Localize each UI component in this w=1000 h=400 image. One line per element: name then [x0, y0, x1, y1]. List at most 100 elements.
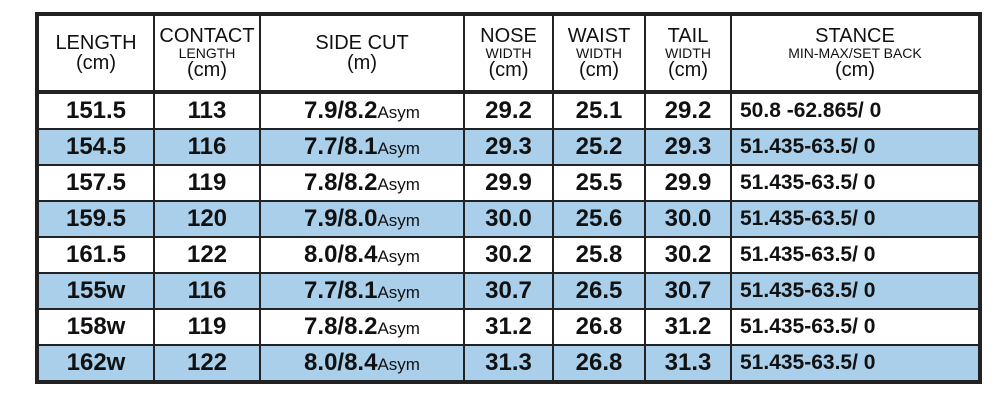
cell: 113	[153, 90, 261, 130]
cell: 29.3	[463, 128, 554, 166]
header-cell: TAIL WIDTH (cm)	[644, 13, 732, 93]
table-row: 161.5 122 8.0/8.4Asym 30.2 25.8 30.2 51.435-63…	[36, 236, 981, 274]
cell-value: 7.8/8.2	[304, 313, 378, 340]
cell: 119	[153, 164, 261, 202]
header-line: CONTACT	[159, 25, 255, 47]
cell: 162w	[36, 344, 155, 383]
header-row: LENGTH (cm) CONTACT LENGTH (cm) SIDE CUT (m) NO…	[36, 13, 981, 93]
table-row: 159.5 120 7.9/8.0Asym 30.0 25.6 30.0 51.435-63…	[36, 200, 981, 238]
cell: 51.435-63.5/ 0	[730, 128, 981, 166]
cell-suffix: Asym	[377, 283, 420, 302]
header-line: (m)	[347, 52, 377, 74]
cell: 25.8	[552, 236, 646, 274]
table-row: 157.5 119 7.8/8.2Asym 29.9 25.5 29.9 51.435-63…	[36, 164, 981, 202]
header-line: (cm)	[488, 59, 529, 81]
header-cell: LENGTH (cm)	[36, 13, 155, 93]
cell: 31.3	[644, 344, 732, 383]
header-cell: SIDE CUT (m)	[259, 13, 465, 93]
table-row: 151.5 113 7.9/8.2Asym 29.2 25.1 29.2 50.8 -62.…	[36, 90, 981, 130]
cell: 30.7	[463, 272, 554, 310]
cell-suffix: Asym	[377, 211, 420, 230]
cell: 26.5	[552, 272, 646, 310]
cell: 26.8	[552, 308, 646, 346]
header-cell: CONTACT LENGTH (cm)	[153, 13, 261, 93]
cell: 151.5	[36, 90, 155, 130]
header-line: WIDTH	[665, 45, 711, 61]
cell: 29.9	[644, 164, 732, 202]
cell: 116	[153, 128, 261, 166]
spec-table: LENGTH (cm) CONTACT LENGTH (cm) SIDE CUT (m) NO…	[35, 12, 982, 384]
cell-value: 7.9/8.0	[304, 205, 378, 232]
cell: 122	[153, 236, 261, 274]
cell-suffix: Asym	[377, 319, 420, 338]
cell: 51.435-63.5/ 0	[730, 200, 981, 238]
cell: 159.5	[36, 200, 155, 238]
cell: 7.9/8.2Asym	[259, 90, 465, 130]
header-line: LENGTH	[55, 32, 137, 54]
cell: 7.8/8.2Asym	[259, 164, 465, 202]
cell-suffix: Asym	[377, 355, 420, 374]
cell: 7.7/8.1Asym	[259, 128, 465, 166]
cell: 51.435-63.5/ 0	[730, 344, 981, 383]
header-line: (cm)	[187, 59, 227, 81]
cell: 26.8	[552, 344, 646, 383]
cell: 29.3	[644, 128, 732, 166]
header-line: WAIST	[567, 25, 631, 47]
cell: 31.2	[463, 308, 554, 346]
header-cell: STANCE MIN-MAX/SET BACK (cm)	[730, 13, 981, 93]
cell: 51.435-63.5/ 0	[730, 308, 981, 346]
table-header: LENGTH (cm) CONTACT LENGTH (cm) SIDE CUT (m) NO…	[36, 13, 981, 93]
table-row: 162w 122 8.0/8.4Asym 31.3 26.8 31.3 51.435-63.…	[36, 344, 981, 383]
cell: 50.8 -62.865/ 0	[730, 90, 981, 130]
cell-suffix: Asym	[377, 103, 420, 122]
cell: 122	[153, 344, 261, 383]
cell: 25.1	[552, 90, 646, 130]
header-line: STANCE	[815, 25, 895, 47]
header-line: (cm)	[668, 59, 708, 81]
cell: 30.0	[463, 200, 554, 238]
header-line: NOSE	[480, 25, 537, 47]
header-line: SIDE CUT	[315, 32, 409, 54]
cell: 119	[153, 308, 261, 346]
cell: 8.0/8.4Asym	[259, 236, 465, 274]
header-cell: NOSE WIDTH (cm)	[463, 13, 554, 93]
cell-suffix: Asym	[377, 247, 420, 266]
cell: 7.9/8.0Asym	[259, 200, 465, 238]
cell-suffix: Asym	[377, 139, 420, 158]
cell: 154.5	[36, 128, 155, 166]
cell: 25.2	[552, 128, 646, 166]
cell-value: 8.0/8.4	[304, 349, 378, 376]
header-line: WIDTH	[576, 45, 622, 61]
cell: 29.2	[463, 90, 554, 130]
table-row: 155w 116 7.7/8.1Asym 30.7 26.5 30.7 51.435-63.…	[36, 272, 981, 310]
cell: 155w	[36, 272, 155, 310]
cell: 51.435-63.5/ 0	[730, 236, 981, 274]
cell: 30.2	[463, 236, 554, 274]
cell: 7.7/8.1Asym	[259, 272, 465, 310]
header-cell: WAIST WIDTH (cm)	[552, 13, 646, 93]
cell: 30.0	[644, 200, 732, 238]
cell-value: 7.7/8.1	[304, 133, 378, 160]
table-row: 154.5 116 7.7/8.1Asym 29.3 25.2 29.3 51.435-63…	[36, 128, 981, 166]
header-line: LENGTH	[178, 45, 236, 61]
header-line: (cm)	[76, 52, 116, 74]
cell: 120	[153, 200, 261, 238]
cell: 31.3	[463, 344, 554, 383]
cell: 25.5	[552, 164, 646, 202]
cell-value: 7.7/8.1	[304, 277, 378, 304]
table-row: 158w 119 7.8/8.2Asym 31.2 26.8 31.2 51.435-63.…	[36, 308, 981, 346]
cell: 161.5	[36, 236, 155, 274]
header-line: WIDTH	[485, 45, 532, 61]
cell: 116	[153, 272, 261, 310]
cell: 157.5	[36, 164, 155, 202]
table-body: 151.5 113 7.9/8.2Asym 29.2 25.1 29.2 50.8 -62.…	[36, 90, 981, 383]
cell: 29.2	[644, 90, 732, 130]
cell-value: 8.0/8.4	[304, 241, 378, 268]
cell: 7.8/8.2Asym	[259, 308, 465, 346]
header-line: (cm)	[579, 59, 619, 81]
cell: 30.7	[644, 272, 732, 310]
cell: 30.2	[644, 236, 732, 274]
header-line: TAIL	[667, 25, 709, 47]
cell: 51.435-63.5/ 0	[730, 164, 981, 202]
